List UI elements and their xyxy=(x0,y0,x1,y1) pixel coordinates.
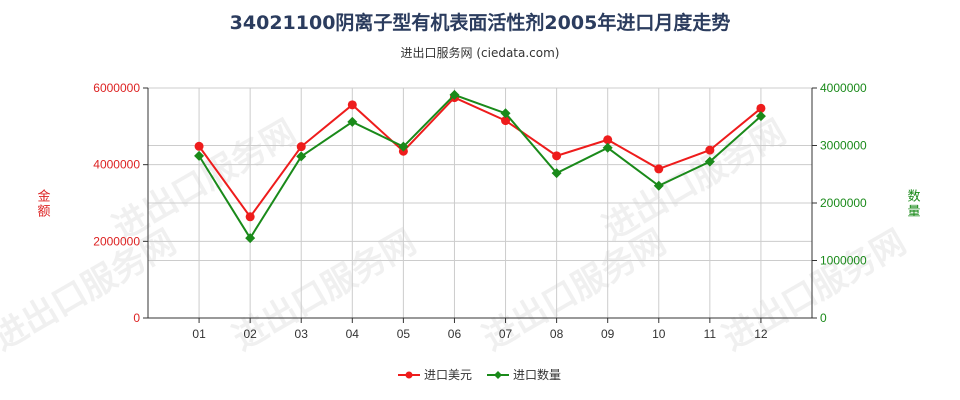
series-2-point xyxy=(500,108,511,119)
chart-title: 34021100阴离子型有机表面活性剂2005年进口月度走势 xyxy=(229,12,731,34)
legend: 进口美元 进口数量 xyxy=(398,367,561,382)
series-layer xyxy=(194,89,766,244)
x-axis-tick-label: 08 xyxy=(550,327,564,341)
series-1-point xyxy=(552,151,562,161)
series-2-point xyxy=(398,141,409,152)
series-2-point xyxy=(449,89,460,100)
series-1-point xyxy=(756,103,766,113)
x-axis-tick-label: 11 xyxy=(704,327,717,341)
series-line-1 xyxy=(198,96,762,219)
series-1-point xyxy=(296,142,306,152)
series-1-point xyxy=(501,116,511,126)
series-2-point xyxy=(245,233,256,244)
series-1-point xyxy=(705,145,715,155)
watermark-text: 进出口服务网 xyxy=(0,222,183,359)
series-2-point xyxy=(296,151,307,162)
x-axis-tick-label: 10 xyxy=(652,327,666,341)
right-axis-tick-label: 3000000 xyxy=(820,139,867,153)
x-axis-tick-label: 04 xyxy=(346,327,360,341)
x-axis-tick-label: 06 xyxy=(448,327,462,341)
series-1-point xyxy=(654,164,664,174)
right-axis-tick-label: 2000000 xyxy=(820,196,867,210)
series-line-2 xyxy=(198,93,762,240)
series-2-point xyxy=(602,142,613,153)
watermark-text: 进出口服务网 xyxy=(106,112,303,249)
legend-label-1: 进口美元 xyxy=(424,368,472,382)
watermark-text: 进出口服务网 xyxy=(596,112,793,249)
left-axis-tick-label: 4000000 xyxy=(93,158,140,172)
axes: 0 2000000 4000000 6000000 0 1000000 2000000 300… xyxy=(37,81,920,341)
left-axis-tick-label: 2000000 xyxy=(93,234,140,248)
x-axis-tick-label: 12 xyxy=(754,327,768,341)
left-axis-title: 金额 xyxy=(37,189,50,219)
x-axis-tick-label: 09 xyxy=(601,327,615,341)
x-axis-tick-label: 07 xyxy=(499,327,513,341)
x-axis-tick-label: 02 xyxy=(243,327,257,341)
grid-lines xyxy=(148,87,812,319)
right-axis-title: 数量 xyxy=(907,189,920,219)
right-axis-tick-label: 1000000 xyxy=(820,254,867,268)
series-2-point xyxy=(194,150,205,161)
x-axis-tick-label: 03 xyxy=(295,327,309,341)
left-axis-tick-label: 6000000 xyxy=(93,81,140,95)
series-2-point xyxy=(755,111,766,122)
legend-marker-2 xyxy=(494,371,502,379)
left-axis-tick-label: 0 xyxy=(133,311,140,325)
x-axis-tick-label: 05 xyxy=(397,327,411,341)
right-axis-tick-label: 4000000 xyxy=(820,81,867,95)
legend-marker-1 xyxy=(405,371,413,379)
right-axis-tick-label: 0 xyxy=(820,311,827,325)
chart-subtitle: 进出口服务网 (ciedata.com) xyxy=(400,46,560,60)
x-axis-tick-label: 01 xyxy=(192,327,206,341)
series-1-point xyxy=(245,212,255,222)
series-2-point xyxy=(551,168,562,179)
series-1-point xyxy=(603,135,613,145)
series-2-point xyxy=(347,116,358,127)
series-2-point xyxy=(704,156,715,167)
series-2-point xyxy=(653,180,664,191)
legend-label-2: 进口数量 xyxy=(513,367,561,382)
series-1-point xyxy=(347,100,357,110)
series-1-point xyxy=(194,141,204,151)
watermark-text: 进出口服务网 xyxy=(716,222,913,359)
